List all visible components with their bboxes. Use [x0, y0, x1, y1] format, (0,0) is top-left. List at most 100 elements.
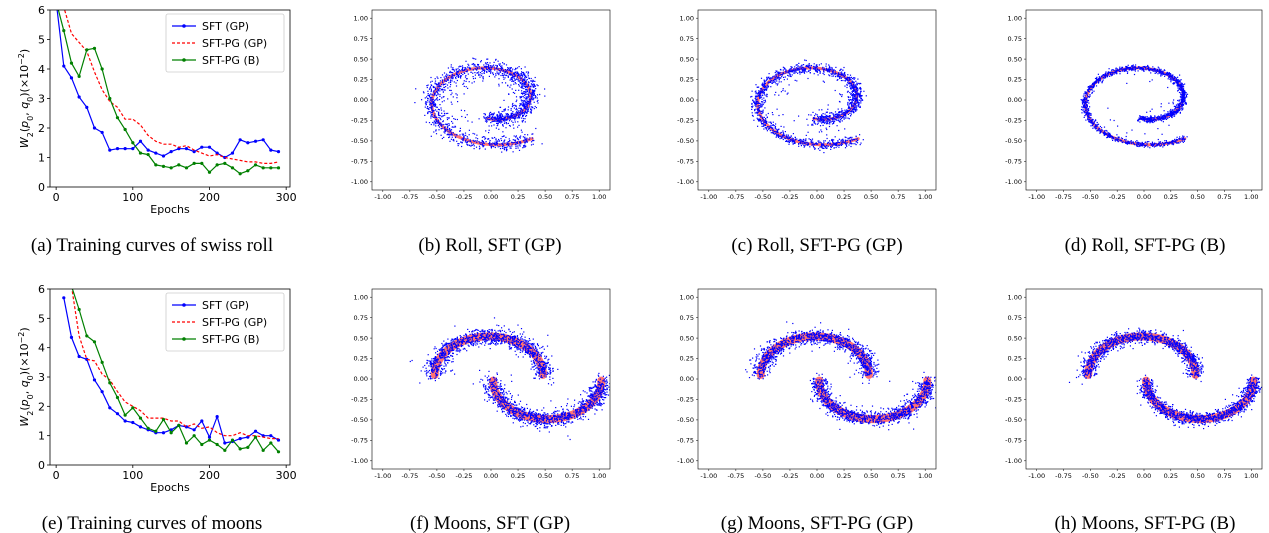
sample-point — [534, 105, 536, 108]
sample-point — [471, 144, 473, 146]
sample-point — [844, 142, 846, 144]
sample-point — [805, 64, 807, 67]
sample-point — [512, 105, 514, 107]
sample-point — [500, 117, 502, 119]
sample-point — [830, 145, 832, 148]
sample-point — [432, 102, 434, 104]
sample-point — [482, 69, 484, 71]
sample-point — [794, 139, 796, 141]
sample-point — [1141, 118, 1143, 120]
sample-point — [526, 112, 528, 114]
sample-point — [1122, 141, 1124, 143]
sample-point — [1179, 109, 1181, 111]
sample-point — [802, 66, 804, 68]
sample-point — [451, 115, 453, 117]
sample-points — [750, 59, 867, 154]
sample-point — [1089, 106, 1091, 108]
sample-point — [463, 85, 465, 87]
sample-point — [1089, 87, 1091, 89]
sample-point — [850, 145, 852, 148]
sample-point — [828, 68, 830, 70]
sample-point — [472, 76, 474, 78]
sample-point — [534, 95, 536, 97]
sample-point — [455, 68, 457, 70]
sample-point — [520, 135, 522, 137]
sample-point — [765, 89, 768, 91]
sample-point — [855, 84, 857, 86]
sample-point — [464, 132, 467, 134]
sample-point — [1168, 76, 1170, 78]
sample-point — [862, 139, 864, 141]
sample-point — [793, 142, 796, 144]
sample-point — [448, 82, 450, 84]
sample-point — [772, 75, 774, 78]
sample-point — [1115, 68, 1117, 70]
sample-point — [845, 110, 847, 112]
sample-point — [449, 80, 451, 82]
sample-point — [766, 88, 768, 91]
sample-point — [1161, 116, 1163, 118]
sample-point — [517, 121, 519, 123]
sample-point — [507, 117, 509, 119]
sample-point — [1086, 107, 1088, 110]
sample-point — [842, 112, 844, 114]
sample-point — [506, 115, 509, 117]
sample-point — [485, 118, 487, 120]
sample-point — [1150, 144, 1152, 146]
sample-point — [1182, 84, 1184, 86]
sample-point — [856, 100, 858, 103]
sample-point — [492, 143, 494, 145]
sample-point — [1088, 102, 1090, 104]
sample-point — [434, 120, 436, 122]
sample-point — [1168, 75, 1170, 78]
sample-point — [776, 78, 778, 80]
sample-point — [1109, 133, 1111, 136]
sample-point — [758, 110, 760, 113]
sample-point — [1117, 141, 1119, 143]
sample-point — [1163, 115, 1165, 118]
sample-point — [488, 65, 490, 67]
sample-point — [1159, 72, 1161, 74]
sample-point — [475, 137, 477, 139]
sample-point — [439, 104, 441, 106]
sample-point — [504, 116, 506, 118]
sample-point — [441, 74, 444, 76]
sample-point — [513, 127, 515, 129]
sample-point — [524, 105, 526, 107]
sample-point — [1115, 67, 1117, 69]
sample-point — [837, 140, 839, 142]
sample-point — [1170, 115, 1172, 117]
sample-point — [807, 131, 809, 133]
sample-point — [513, 80, 515, 83]
sample-point — [1080, 99, 1082, 101]
sample-point — [440, 134, 442, 136]
data-point — [184, 147, 189, 151]
sample-point — [1149, 122, 1151, 124]
sample-point — [509, 70, 512, 72]
sample-point — [819, 116, 821, 118]
sample-point — [837, 108, 839, 110]
sample-point — [1099, 131, 1102, 133]
scatter-chart-2: -1.00-1.00-0.75-0.75-0.50-0.50-0.25-0.25… — [677, 9, 937, 201]
sample-point — [449, 71, 451, 74]
sample-point — [769, 130, 771, 132]
sample-point — [527, 100, 529, 102]
sample-point — [814, 115, 816, 117]
sample-point — [1113, 137, 1115, 139]
sample-point — [436, 106, 438, 108]
sample-point — [443, 89, 445, 91]
sample-point — [1164, 142, 1166, 144]
sample-point — [1095, 79, 1098, 81]
data-point — [184, 441, 189, 445]
sample-point — [525, 91, 527, 93]
sample-point — [444, 129, 446, 131]
sample-point — [790, 70, 792, 73]
sample-point — [814, 147, 816, 149]
sample-point — [470, 140, 472, 142]
sample-point — [437, 120, 439, 122]
sample-point — [818, 120, 820, 122]
data-point — [154, 163, 158, 167]
sample-point — [1104, 132, 1106, 134]
sample-point — [452, 96, 454, 98]
sample-point — [1090, 125, 1092, 127]
